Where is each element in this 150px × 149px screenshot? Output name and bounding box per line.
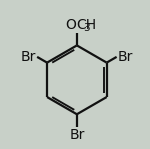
Text: Br: Br <box>69 128 85 142</box>
Text: 3: 3 <box>83 23 89 33</box>
Text: Br: Br <box>117 50 133 64</box>
Text: O: O <box>65 18 76 32</box>
Text: CH: CH <box>76 18 96 32</box>
Text: Br: Br <box>21 50 36 64</box>
